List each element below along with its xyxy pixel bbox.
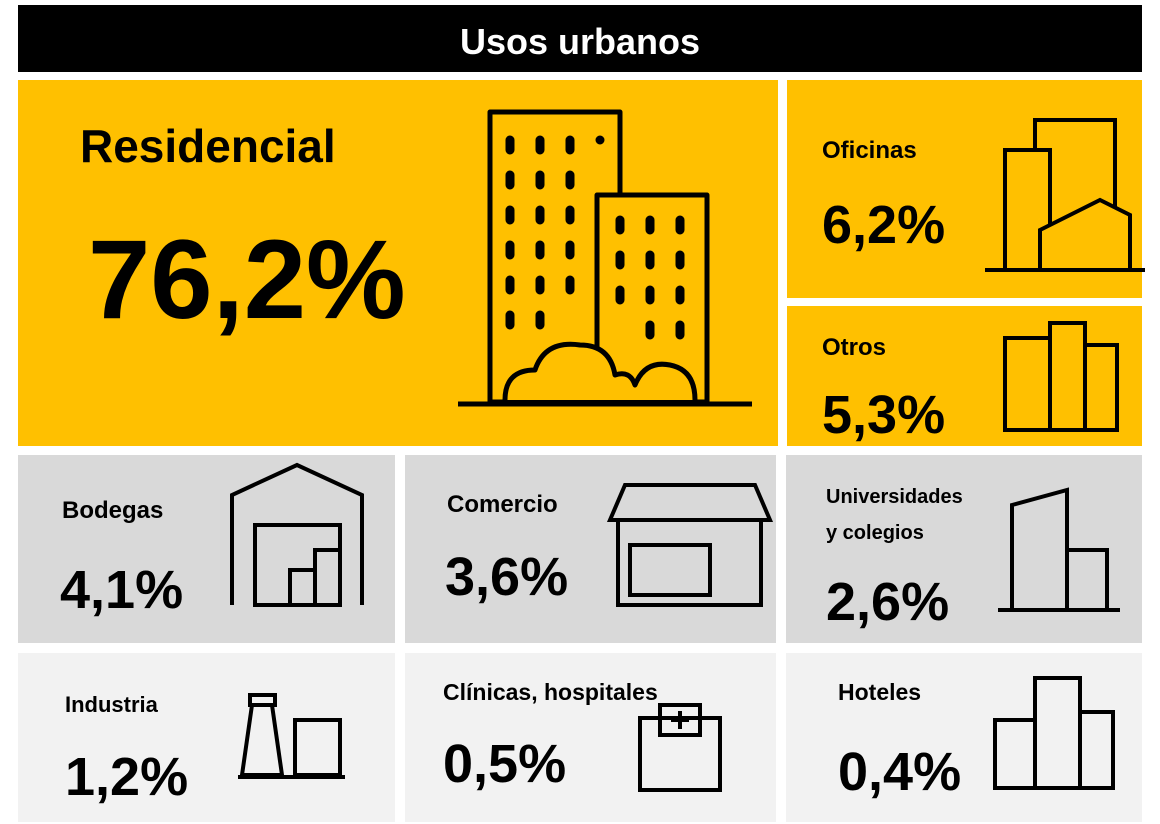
- residential-icon: [458, 109, 752, 407]
- tile-label: Residencial: [80, 120, 336, 172]
- title-bar: [18, 5, 1142, 72]
- warehouse-icon: [230, 462, 364, 607]
- tile-value: 76,2%: [88, 217, 406, 342]
- tile: [786, 653, 1142, 822]
- industry-icon: [238, 693, 345, 779]
- tile-value: 0,5%: [443, 734, 566, 794]
- tile-value: 4,1%: [60, 560, 183, 620]
- tile-label: Industria: [65, 692, 159, 717]
- tile-value: 1,2%: [65, 747, 188, 807]
- tile-value: 2,6%: [826, 572, 949, 632]
- tile-label: Hoteles: [838, 679, 921, 705]
- tile-label: Universidades: [826, 486, 963, 508]
- tile-value: 0,4%: [838, 742, 961, 802]
- tile-label: y colegios: [826, 522, 924, 544]
- tile: [18, 653, 395, 822]
- tile-value: 3,6%: [445, 547, 568, 607]
- title: Usos urbanos: [460, 21, 700, 62]
- tile-value: 6,2%: [822, 195, 945, 255]
- shop-icon: [606, 483, 774, 607]
- tile-label: Oficinas: [822, 137, 917, 164]
- tile-label: Clínicas, hospitales: [443, 679, 658, 705]
- office-icon: [985, 118, 1145, 272]
- hospital-icon: [638, 703, 722, 792]
- hotel-icon: [993, 676, 1115, 790]
- university-icon: [998, 487, 1120, 612]
- other-icon: [1003, 321, 1119, 432]
- tile: [405, 653, 776, 822]
- tile-label: Otros: [822, 334, 886, 361]
- tile-label: Bodegas: [62, 497, 163, 524]
- tile-label: Comercio: [447, 491, 558, 518]
- tile: [787, 306, 1142, 446]
- tile-value: 5,3%: [822, 385, 945, 445]
